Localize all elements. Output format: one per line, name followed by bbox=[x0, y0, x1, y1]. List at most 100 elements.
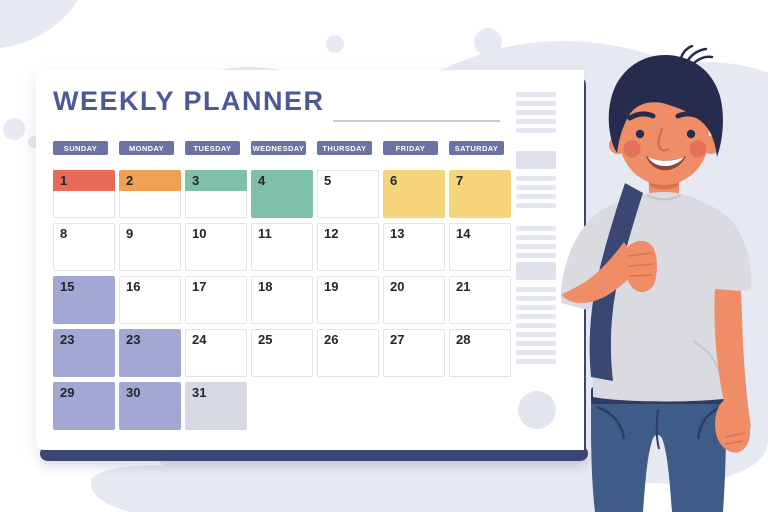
mouth-open bbox=[646, 156, 686, 171]
calendar-cell-30[interactable]: 30 bbox=[119, 382, 181, 430]
cheek-left bbox=[623, 140, 641, 158]
calendar-cell-6[interactable]: 6 bbox=[383, 170, 445, 218]
calendar-cell-1[interactable]: 1 bbox=[53, 170, 115, 218]
calendar-cell-25[interactable]: 25 bbox=[251, 329, 313, 377]
calendar-cell-13[interactable]: 13 bbox=[383, 223, 445, 271]
day-header-wednesday[interactable]: WEDNESDAY bbox=[251, 141, 306, 155]
day-number: 6 bbox=[390, 173, 398, 188]
calendar-cell-26[interactable]: 26 bbox=[317, 329, 379, 377]
calendar-cell-28[interactable]: 28 bbox=[449, 329, 511, 377]
calendar-cell-31[interactable]: 31 bbox=[185, 382, 247, 430]
placeholder-line bbox=[516, 226, 556, 231]
calendar-cell-5[interactable]: 5 bbox=[317, 170, 379, 218]
calendar-cell-16[interactable]: 16 bbox=[119, 276, 181, 324]
calendar-cell-20[interactable]: 20 bbox=[383, 276, 445, 324]
calendar-cell-27[interactable]: 27 bbox=[383, 329, 445, 377]
placeholder-line bbox=[516, 101, 556, 106]
placeholder-line bbox=[516, 341, 556, 346]
nose bbox=[657, 127, 670, 152]
neck bbox=[649, 167, 679, 208]
jeans-pocket-left bbox=[596, 405, 626, 440]
calendar-cell-18[interactable]: 18 bbox=[251, 276, 313, 324]
day-number: 9 bbox=[126, 226, 134, 241]
left-hand-grip bbox=[624, 240, 657, 292]
day-number: 25 bbox=[258, 332, 273, 347]
calendar-cell-7[interactable]: 7 bbox=[449, 170, 511, 218]
day-header-friday[interactable]: FRIDAY bbox=[383, 141, 438, 155]
tshirt-torso bbox=[593, 192, 737, 402]
day-number: 5 bbox=[324, 173, 332, 188]
dot-small-3 bbox=[3, 118, 25, 140]
ear-left bbox=[609, 136, 627, 154]
day-number: 19 bbox=[324, 279, 339, 294]
placeholder-line bbox=[516, 296, 556, 301]
day-number: 24 bbox=[192, 332, 207, 347]
tshirt-fold-line bbox=[692, 340, 720, 374]
placeholder-line bbox=[516, 185, 556, 190]
placeholder-line bbox=[516, 332, 556, 337]
calendar-cell-24[interactable]: 24 bbox=[185, 329, 247, 377]
calendar-cell-19[interactable]: 19 bbox=[317, 276, 379, 324]
calendar-cell-2[interactable]: 2 bbox=[119, 170, 181, 218]
calendar-cell-4[interactable]: 4 bbox=[251, 170, 313, 218]
day-number: 23 bbox=[60, 332, 75, 347]
calendar-cell-9[interactable]: 9 bbox=[119, 223, 181, 271]
hair-strands bbox=[679, 45, 714, 66]
day-number: 27 bbox=[390, 332, 405, 347]
calendar-cell-11[interactable]: 11 bbox=[251, 223, 313, 271]
placeholder-line bbox=[516, 287, 556, 292]
dot-small-1 bbox=[326, 35, 344, 53]
calendar-cell-21[interactable]: 21 bbox=[449, 276, 511, 324]
calendar-cell-17[interactable]: 17 bbox=[185, 276, 247, 324]
page-title: WEEKLY PLANNER bbox=[53, 86, 325, 116]
ear-right bbox=[702, 136, 720, 154]
placeholder-line bbox=[516, 350, 556, 355]
day-header-thursday[interactable]: THURSDAY bbox=[317, 141, 372, 155]
day-number: 11 bbox=[258, 226, 272, 241]
placeholder-line bbox=[516, 323, 556, 328]
calendar-cell-8[interactable]: 8 bbox=[53, 223, 115, 271]
placeholder-line bbox=[516, 119, 556, 124]
day-number: 3 bbox=[192, 173, 200, 188]
bottom-wave-blob bbox=[90, 465, 620, 512]
day-number: 1 bbox=[60, 173, 68, 188]
planner-board: WEEKLY PLANNER SUNDAY MONDAY TUESDAY WEDNES… bbox=[36, 70, 584, 450]
calendar-cell-23[interactable]: 23 bbox=[53, 329, 115, 377]
placeholder-line bbox=[516, 203, 556, 208]
calendar-cell-14[interactable]: 14 bbox=[449, 223, 511, 271]
day-header-tuesday[interactable]: TUESDAY bbox=[185, 141, 240, 155]
calendar-cell-3[interactable]: 3 bbox=[185, 170, 247, 218]
day-header-monday[interactable]: MONDAY bbox=[119, 141, 174, 155]
neck-shadow bbox=[649, 171, 679, 190]
calendar-cell-15[interactable]: 15 bbox=[53, 276, 115, 324]
right-hand-fingers bbox=[724, 432, 746, 445]
day-number: 10 bbox=[192, 226, 207, 241]
jeans bbox=[591, 397, 726, 512]
dot-small-2 bbox=[474, 28, 502, 56]
day-header-saturday[interactable]: SATURDAY bbox=[449, 141, 504, 155]
day-number: 17 bbox=[192, 279, 207, 294]
eye-right bbox=[686, 129, 696, 139]
notes-placeholder-circle bbox=[518, 391, 556, 429]
day-header-sunday[interactable]: SUNDAY bbox=[53, 141, 108, 155]
day-number: 29 bbox=[60, 385, 75, 400]
calendar-cell-29[interactable]: 29 bbox=[53, 382, 115, 430]
day-number: 23 bbox=[126, 332, 141, 347]
calendar-cell-10[interactable]: 10 bbox=[185, 223, 247, 271]
day-number: 14 bbox=[456, 226, 471, 241]
placeholder-line bbox=[516, 128, 556, 133]
teeth bbox=[648, 157, 684, 166]
day-number: 4 bbox=[258, 173, 266, 188]
title-underline bbox=[333, 120, 500, 122]
placeholder-line bbox=[516, 253, 556, 258]
eyebrow-right bbox=[675, 111, 704, 121]
calendar-cell-12[interactable]: 12 bbox=[317, 223, 379, 271]
day-number: 28 bbox=[456, 332, 471, 347]
tshirt-sleeve-right bbox=[695, 202, 752, 294]
calendar-cell-23[interactable]: 23 bbox=[119, 329, 181, 377]
day-number: 7 bbox=[456, 173, 464, 188]
day-number: 12 bbox=[324, 226, 339, 241]
placeholder-line bbox=[516, 235, 556, 240]
day-number: 16 bbox=[126, 279, 141, 294]
